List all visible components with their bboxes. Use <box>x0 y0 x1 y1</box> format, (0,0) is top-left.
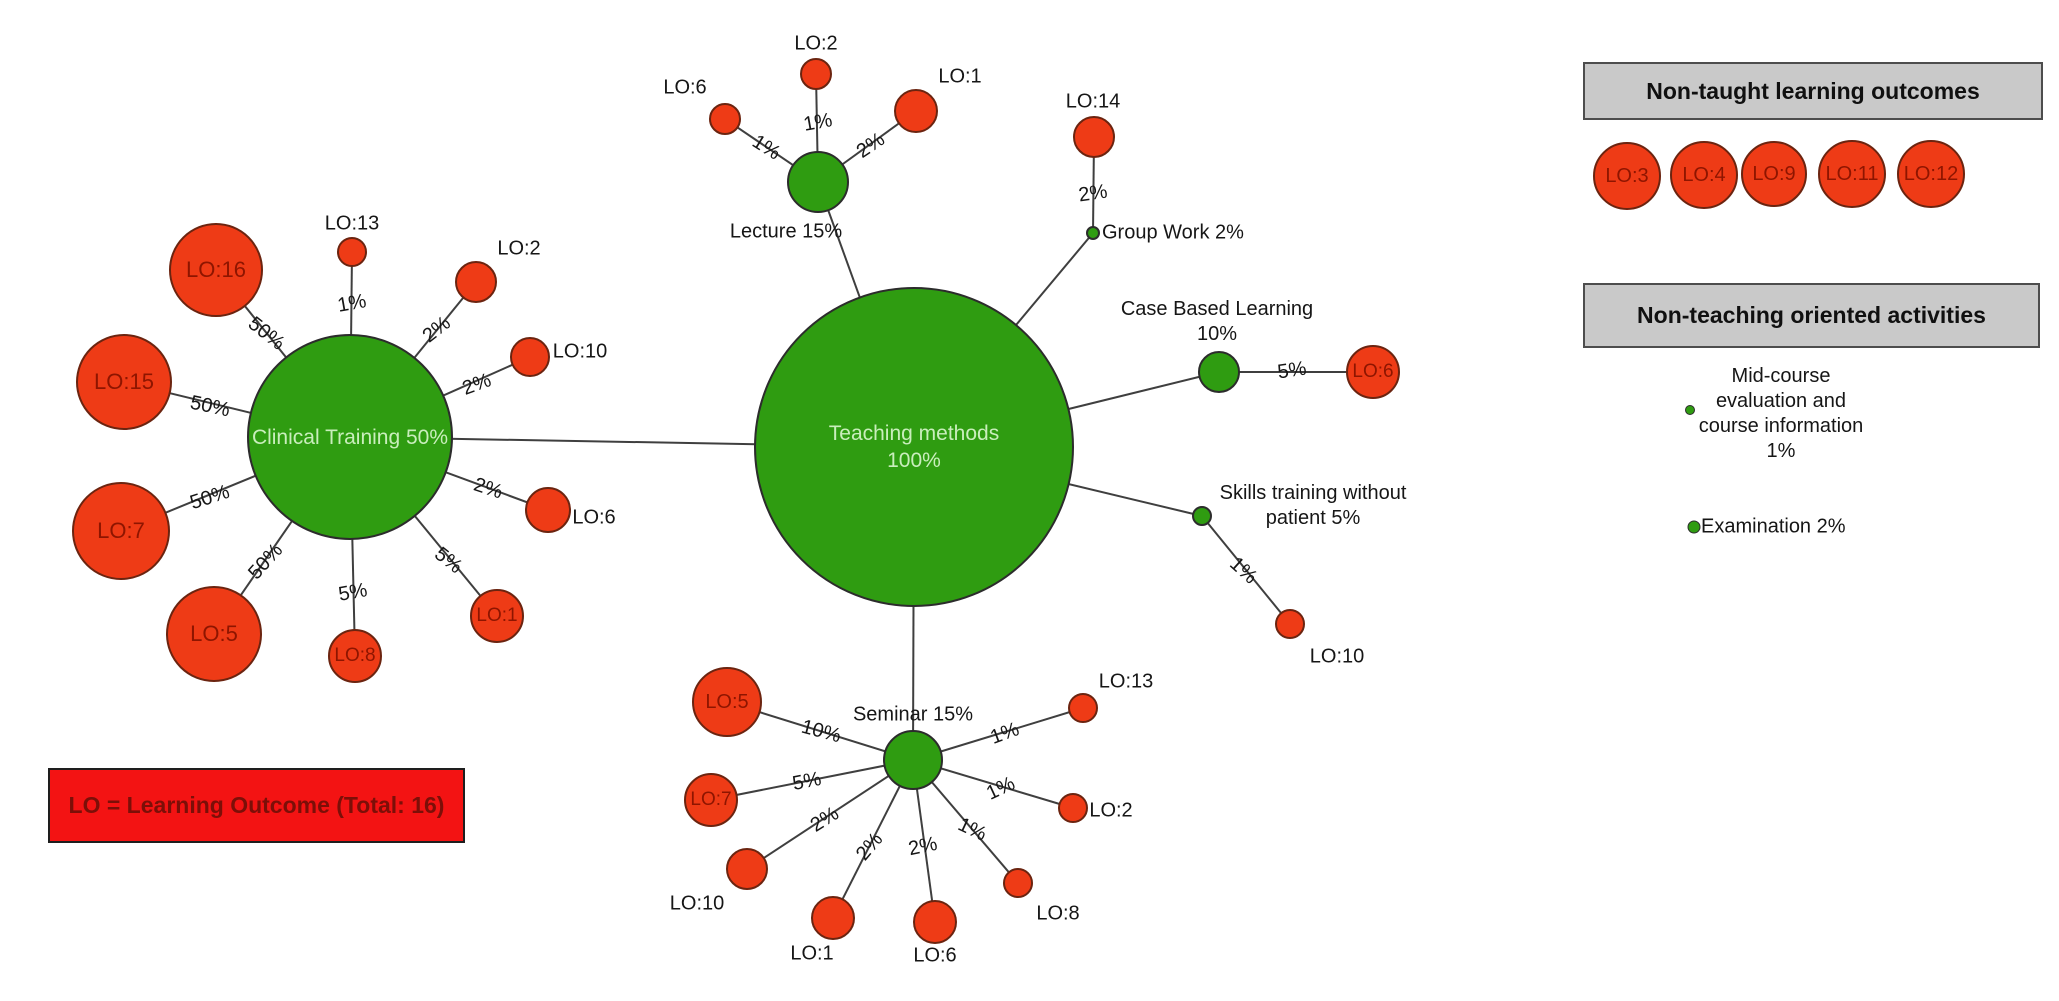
node-lo4-non-taught: LO:4 <box>1670 141 1738 209</box>
node-lo1-seminar <box>811 896 855 940</box>
clinical-training-label: Clinical Training 50% <box>251 425 449 449</box>
node-lo7-clinical: LO:7 <box>72 482 170 580</box>
pct-lo8-clinical: 5% <box>336 579 370 606</box>
node-lo10-skills <box>1275 609 1305 639</box>
node-lo3-non-taught: LO:3 <box>1593 142 1661 210</box>
non-teaching-header: Non-teaching oriented activities <box>1583 283 2040 348</box>
node-lo8-seminar <box>1003 868 1033 898</box>
node-lo8-clinical: LO:8 <box>328 629 382 683</box>
mid-course-label: Mid-course evaluation and course informa… <box>1698 365 1864 462</box>
lo5-seminar-label: LO:5 <box>705 690 749 713</box>
node-lo10-seminar <box>726 848 768 890</box>
node-lo10-clinical <box>510 337 550 377</box>
lo10-seminar-label: LO:10 <box>669 892 725 915</box>
node-case-based-learning <box>1198 351 1240 393</box>
node-lo12-non-taught: LO:12 <box>1897 140 1965 208</box>
node-lo6-case-based: LO:6 <box>1346 345 1400 399</box>
lo13-seminar-label: LO:13 <box>1098 670 1154 693</box>
lo15-label: LO:15 <box>94 369 154 395</box>
skills-training-label: Skills training without patient 5% <box>1219 482 1407 529</box>
node-lo5-clinical: LO:5 <box>166 586 262 682</box>
mid-course-dot <box>1685 405 1695 415</box>
lo5-label: LO:5 <box>190 621 238 647</box>
lo6-case-label: LO:6 <box>1352 361 1394 383</box>
node-lo6-seminar <box>913 900 957 944</box>
node-lo14-group-work <box>1073 116 1115 158</box>
lo7-label: LO:7 <box>97 518 145 544</box>
lo8-label: LO:8 <box>334 645 376 667</box>
lo6-lecture-label: LO:6 <box>663 76 707 99</box>
lo12-label: LO:12 <box>1903 162 1959 185</box>
node-lo13-seminar <box>1068 693 1098 723</box>
lo3-label: LO:3 <box>1605 164 1649 187</box>
pct-lo6-case-based: 5% <box>1276 357 1308 384</box>
node-lo2-lecture <box>800 58 832 90</box>
node-lo15-clinical: LO:15 <box>76 334 172 430</box>
node-lo2-seminar <box>1058 793 1088 823</box>
node-group-work <box>1086 226 1100 240</box>
lo10-skills-label: LO:10 <box>1309 645 1365 668</box>
lo1-label: LO:1 <box>476 605 518 627</box>
lo1-seminar-label: LO:1 <box>790 942 834 965</box>
seminar-label: Seminar 15% <box>852 703 974 726</box>
node-lo13-clinical <box>337 237 367 267</box>
pct-lo2-lecture: 1% <box>801 109 835 136</box>
teaching-methods-label: Teaching methods 100% <box>828 422 1000 472</box>
node-lecture <box>787 151 849 213</box>
lo6-clinical-label: LO:6 <box>572 506 616 529</box>
group-work-label: Group Work 2% <box>1102 221 1244 244</box>
lo16-label: LO:16 <box>186 257 246 283</box>
node-lo11-non-taught: LO:11 <box>1818 140 1886 208</box>
lo9-label: LO:9 <box>1752 162 1796 185</box>
lo8-seminar-label: LO:8 <box>1036 902 1080 925</box>
node-lo2-clinical <box>455 261 497 303</box>
lo4-label: LO:4 <box>1682 163 1726 186</box>
node-lo7-seminar: LO:7 <box>684 773 738 827</box>
node-lo16-clinical: LO:16 <box>169 223 263 317</box>
non-taught-header: Non-taught learning outcomes <box>1583 62 2043 120</box>
lo2-seminar-label: LO:2 <box>1089 799 1133 822</box>
node-skills-training <box>1192 506 1212 526</box>
case-based-learning-label: Case Based Learning 10% <box>1120 298 1314 345</box>
lo6-seminar-label: LO:6 <box>913 944 957 967</box>
lo10-clinical-label: LO:10 <box>552 340 608 363</box>
node-seminar <box>883 730 943 790</box>
node-clinical-training: Clinical Training 50% <box>247 334 453 540</box>
node-lo9-non-taught: LO:9 <box>1741 141 1807 207</box>
lo7-seminar-label: LO:7 <box>690 789 732 811</box>
node-teaching-methods: Teaching methods 100% <box>754 287 1074 607</box>
lo1-lecture-label: LO:1 <box>938 65 982 88</box>
lo13-clinical-label: LO:13 <box>324 212 380 235</box>
pct-lo13-clinical: 1% <box>335 290 369 317</box>
lo2-clinical-label: LO:2 <box>497 237 541 260</box>
lo14-label: LO:14 <box>1065 90 1121 113</box>
node-lo1-lecture <box>894 89 938 133</box>
lo2-lecture-label: LO:2 <box>794 32 838 55</box>
node-lo1-clinical: LO:1 <box>470 589 524 643</box>
examination-label: Examination 2% <box>1701 515 1846 538</box>
examination-dot <box>1687 520 1701 534</box>
node-lo6-lecture <box>709 103 741 135</box>
node-lo5-seminar: LO:5 <box>692 667 762 737</box>
lecture-label: Lecture 15% <box>729 220 843 243</box>
lo11-label: LO:11 <box>1825 162 1879 185</box>
legend-box: LO = Learning Outcome (Total: 16) <box>48 768 465 843</box>
pct-lo14: 2% <box>1077 180 1109 207</box>
node-lo6-clinical <box>525 487 571 533</box>
